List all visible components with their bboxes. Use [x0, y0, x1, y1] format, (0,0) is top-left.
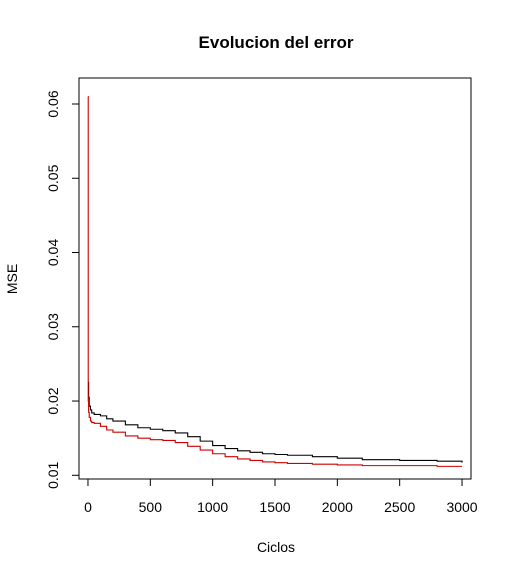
- y-tick-label: 0.05: [45, 164, 61, 191]
- series-layer: [87, 96, 463, 467]
- x-axis-label: Ciclos: [257, 539, 295, 555]
- series-line-2: [87, 96, 463, 467]
- y-tick-label: 0.02: [45, 387, 61, 414]
- y-axis-label: MSE: [4, 264, 20, 294]
- plot-frame: [78, 77, 472, 480]
- x-tick-label: 1000: [197, 499, 228, 515]
- x-axis: 0 500 1000 1500 2000 2500 3000: [84, 478, 478, 515]
- x-tick-label: 2000: [322, 499, 353, 515]
- y-tick-label: 0.01: [45, 461, 61, 488]
- y-axis: 0.01 0.02 0.03 0.04 0.05 0.06: [45, 90, 80, 489]
- chart-title: Evolucion del error: [199, 33, 354, 52]
- x-tick-label: 0: [84, 499, 92, 515]
- series-line-1: [88, 381, 463, 463]
- x-tick-label: 500: [139, 499, 163, 515]
- x-tick-label: 3000: [446, 499, 477, 515]
- y-tick-label: 0.06: [45, 90, 61, 117]
- x-tick-label: 1500: [259, 499, 290, 515]
- y-tick-label: 0.03: [45, 313, 61, 340]
- y-tick-label: 0.04: [45, 239, 61, 266]
- x-tick-label: 2500: [384, 499, 415, 515]
